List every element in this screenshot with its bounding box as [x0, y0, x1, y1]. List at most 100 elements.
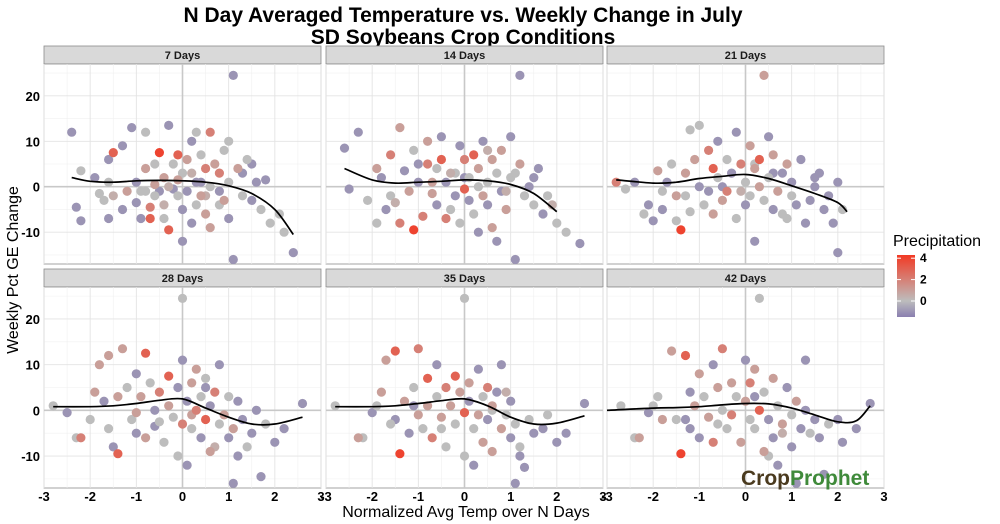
data-point	[805, 428, 815, 438]
data-point	[478, 136, 488, 146]
data-point	[108, 191, 118, 201]
data-point	[450, 371, 460, 381]
data-point	[529, 173, 539, 183]
data-point	[409, 225, 419, 235]
data-point	[279, 227, 289, 237]
data-point	[441, 213, 451, 224]
data-point	[708, 437, 718, 447]
data-point	[214, 168, 224, 178]
data-point	[177, 168, 188, 178]
legend: Precipitation 4 2 0	[893, 233, 981, 317]
data-point	[85, 414, 95, 425]
data-point	[376, 387, 386, 397]
data-point	[483, 145, 493, 155]
data-point	[455, 387, 465, 397]
data-point	[219, 145, 229, 155]
data-point	[676, 449, 686, 459]
data-point	[131, 428, 141, 438]
data-point	[694, 182, 704, 192]
data-point	[685, 207, 695, 217]
data-point	[214, 360, 224, 370]
data-point	[159, 213, 169, 224]
data-point	[459, 408, 470, 418]
data-point	[205, 223, 215, 233]
data-point	[214, 186, 224, 196]
data-point	[187, 136, 197, 146]
data-point	[464, 378, 474, 388]
data-point	[390, 346, 400, 356]
data-point	[201, 163, 211, 174]
facet-strip-label: 7 Days	[165, 50, 200, 62]
data-point	[261, 175, 271, 185]
data-point	[538, 424, 548, 434]
data-point	[680, 414, 691, 425]
data-point	[768, 373, 778, 383]
data-point	[395, 123, 405, 133]
data-point	[727, 378, 737, 388]
data-point	[210, 387, 220, 397]
data-point	[187, 424, 197, 434]
data-point	[191, 405, 201, 415]
data-point	[450, 419, 460, 429]
data-point	[745, 414, 755, 425]
data-point	[104, 213, 114, 224]
data-point	[519, 191, 530, 201]
data-point	[657, 204, 668, 215]
x-tick-label: 0	[742, 489, 749, 504]
data-point	[436, 424, 446, 434]
data-point	[459, 293, 470, 303]
data-point	[543, 191, 553, 201]
data-point	[685, 387, 695, 397]
data-point	[228, 424, 238, 434]
data-point	[680, 168, 691, 178]
data-point	[436, 154, 446, 165]
data-point	[104, 424, 114, 434]
data-point	[671, 414, 681, 425]
smooth-trend-line	[606, 402, 871, 424]
data-point	[386, 191, 396, 201]
data-point	[634, 433, 644, 443]
data-point	[279, 424, 289, 434]
data-point	[515, 451, 525, 461]
data-point	[409, 382, 419, 393]
data-point	[187, 168, 197, 178]
data-point	[145, 378, 155, 388]
data-point	[251, 405, 261, 415]
data-point	[740, 200, 751, 210]
facet-strip-label: 28 Days	[162, 273, 204, 285]
data-point	[117, 141, 128, 151]
data-point	[339, 143, 350, 153]
data-point	[538, 209, 548, 219]
data-point	[182, 186, 192, 196]
data-point	[819, 469, 829, 479]
data-point	[805, 195, 815, 205]
data-point	[256, 204, 266, 215]
data-point	[228, 478, 238, 488]
smooth-trend-line	[53, 397, 303, 426]
data-point	[824, 419, 834, 429]
data-point	[483, 382, 493, 393]
data-point	[736, 186, 746, 196]
data-point	[256, 472, 266, 482]
data-point	[745, 378, 755, 388]
x-tick-label: 1	[788, 489, 795, 504]
data-point	[441, 442, 451, 452]
data-point	[76, 216, 86, 226]
facet-panel-5: 35 Days	[325, 268, 604, 489]
data-point	[473, 364, 483, 374]
data-point	[108, 148, 118, 158]
data-point	[759, 446, 769, 457]
data-point	[469, 424, 479, 434]
facet-panel-6: 42 Days	[606, 268, 885, 489]
x-tick-label: -1	[131, 489, 143, 504]
data-point	[122, 382, 132, 393]
data-point	[159, 437, 169, 447]
data-point	[469, 460, 479, 470]
x-tick-label: 1	[225, 489, 232, 504]
data-point	[685, 424, 695, 434]
data-point	[423, 159, 433, 169]
data-point	[865, 398, 875, 409]
data-point	[141, 433, 151, 443]
data-point	[579, 398, 590, 409]
data-point	[483, 177, 493, 187]
